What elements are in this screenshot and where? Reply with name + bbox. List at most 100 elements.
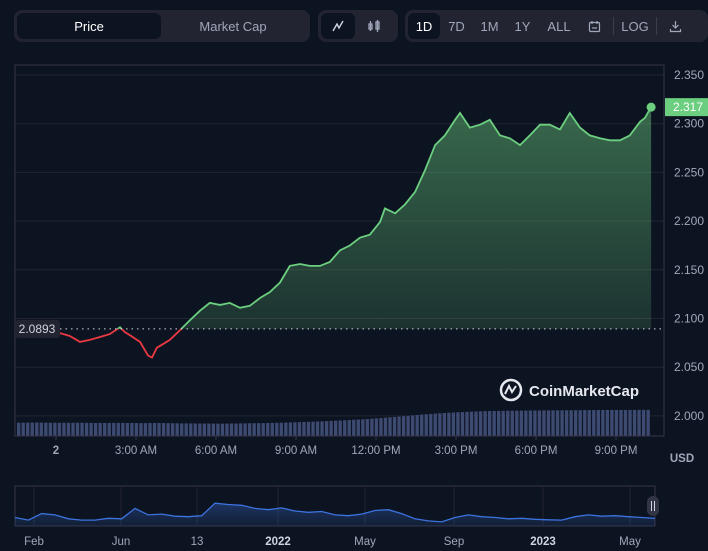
volume-bar — [306, 421, 311, 436]
x-tick-label: 12:00 PM — [351, 445, 400, 457]
last-price-value: 2.317 — [673, 100, 703, 114]
volume-bar — [220, 423, 225, 436]
candlestick-icon — [368, 20, 380, 32]
volume-bar — [361, 419, 365, 436]
volume-bar — [75, 422, 80, 436]
navigator-label: 2023 — [530, 536, 556, 548]
volume-bar — [148, 423, 152, 436]
volume-bar — [515, 410, 519, 436]
volume-bar — [546, 410, 551, 436]
volume-bar — [211, 423, 216, 436]
volume-bar — [474, 411, 478, 436]
volume-bar — [252, 423, 256, 436]
tab-price[interactable]: Price — [17, 13, 161, 39]
volume-bar — [261, 423, 265, 436]
volume-bar — [483, 411, 487, 436]
navigator-label: 2022 — [265, 536, 291, 548]
divider — [656, 17, 657, 35]
navigator[interactable] — [14, 485, 659, 527]
volume-bar — [247, 423, 252, 436]
price-area-up — [22, 107, 652, 329]
range-7d[interactable]: 7D — [448, 18, 465, 34]
range-1y[interactable]: 1Y — [514, 18, 531, 34]
volume-bar — [592, 410, 596, 436]
volume-bar — [143, 423, 148, 436]
volume-bar — [121, 422, 125, 436]
volume-bar — [519, 410, 523, 436]
x-tick-label: 2 — [53, 445, 59, 457]
volume-bar — [53, 422, 57, 436]
volume-bar — [57, 422, 62, 436]
volume-bar — [257, 423, 261, 436]
volume-bar — [243, 423, 247, 436]
log-scale-button[interactable]: LOG — [621, 18, 649, 34]
volume-bar — [84, 422, 89, 436]
volume-bar — [184, 423, 188, 436]
volume-bar — [564, 410, 569, 436]
volume-bar — [238, 423, 243, 436]
volume-bar — [469, 411, 474, 436]
volume-bar — [198, 423, 202, 436]
volume-bar — [26, 422, 30, 436]
volume-bar — [506, 410, 510, 436]
volume-bar — [551, 410, 555, 436]
calendar-icon — [588, 20, 600, 32]
volume-bar — [288, 422, 293, 436]
volume-bar — [596, 410, 600, 436]
download-button[interactable] — [661, 13, 689, 39]
x-tick-label: 3:00 AM — [115, 445, 157, 457]
volume-bar — [279, 422, 283, 436]
y-tick-label: 2.000 — [674, 409, 704, 423]
volume-bar — [447, 412, 451, 436]
coinmarketcap-watermark: CoinMarketCap — [499, 378, 639, 402]
range-all[interactable]: ALL — [547, 18, 571, 34]
volume-bar — [284, 422, 288, 436]
tab-market-cap[interactable]: Market Cap — [199, 18, 267, 34]
x-tick-label: 6:00 PM — [515, 445, 558, 457]
volume-bar — [574, 410, 578, 436]
volume-bar — [125, 422, 130, 436]
price-line-down — [17, 328, 183, 359]
volume-bar — [329, 420, 333, 436]
line-chart-button[interactable] — [321, 13, 355, 39]
volume-bar — [17, 422, 21, 436]
y-tick-label: 2.300 — [674, 117, 704, 131]
volume-bar — [275, 422, 279, 436]
volume-bar — [152, 423, 157, 436]
volume-bar — [560, 410, 564, 436]
candlestick-button[interactable] — [355, 13, 393, 39]
volume-bar — [338, 420, 342, 436]
volume-bar — [392, 416, 397, 436]
volume-bar — [39, 422, 43, 436]
range-1d[interactable]: 1D — [408, 13, 440, 39]
volume-bar — [365, 418, 370, 436]
navigator-handle[interactable] — [647, 496, 659, 516]
volume-bar — [207, 423, 211, 436]
volume-bar — [189, 423, 193, 436]
volume-bar — [637, 409, 641, 436]
volume-bar — [442, 412, 447, 436]
volume-bar — [270, 422, 274, 436]
range-toolbar: 1D 7D 1M 1Y ALL LOG — [405, 10, 708, 42]
y-tick-label: 2.150 — [674, 263, 704, 277]
volume-bar — [410, 415, 415, 436]
calendar-button[interactable] — [579, 13, 609, 39]
volume-bar — [501, 410, 505, 436]
volume-bar — [334, 420, 338, 436]
volume-bar — [103, 422, 107, 436]
volume-bar — [297, 422, 302, 436]
volume-bar — [555, 410, 560, 436]
volume-bar — [401, 416, 406, 436]
volume-bar — [528, 410, 533, 436]
volume-bar — [374, 418, 379, 436]
volume-bar — [533, 410, 537, 436]
range-1m[interactable]: 1M — [480, 18, 499, 34]
volume-bar — [324, 421, 329, 436]
volume-bar — [610, 409, 614, 436]
volume-bar — [420, 414, 424, 436]
volume-bar — [465, 411, 469, 436]
volume-bar — [80, 422, 84, 436]
download-icon — [669, 20, 681, 32]
volume-bar — [66, 422, 71, 436]
